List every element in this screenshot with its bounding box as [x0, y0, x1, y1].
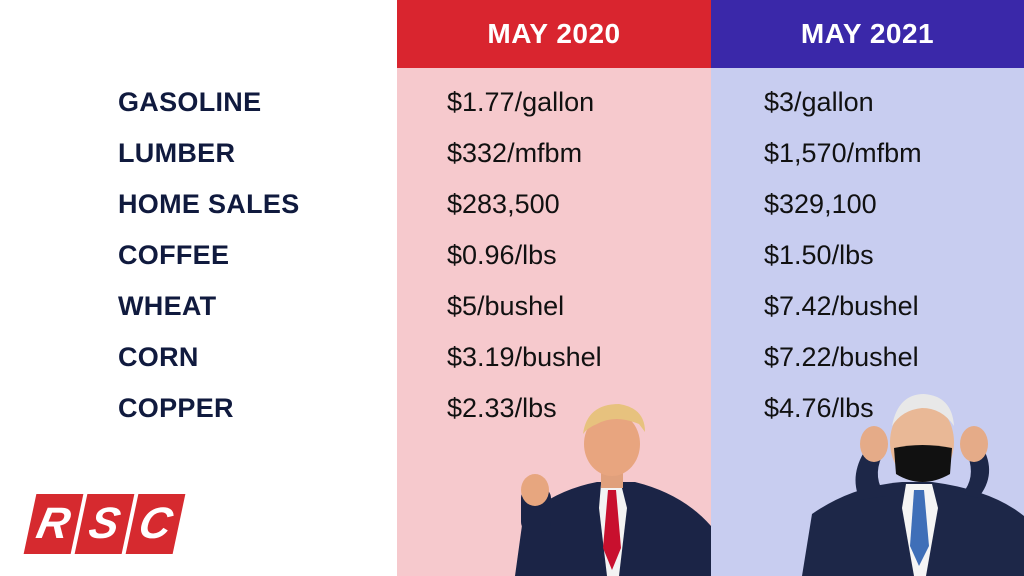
row-label: CORN	[118, 342, 199, 372]
may-2020-value: $283,500	[447, 189, 560, 219]
table-row: LUMBER $332/mfbm $1,570/mfbm	[0, 131, 1024, 175]
logo-letter-r: R	[23, 494, 84, 554]
table-row: GASOLINE $1.77/gallon $3/gallon	[0, 80, 1024, 124]
table-row: CORN $3.19/bushel $7.22/bushel	[0, 335, 1024, 379]
may-2021-value: $329,100	[764, 189, 877, 219]
logo-letter-s: S	[74, 494, 135, 554]
may-2020-value: $0.96/lbs	[447, 240, 557, 270]
row-label: COPPER	[118, 393, 234, 423]
politician-photo-right	[802, 394, 1024, 576]
politician-photo-left	[515, 404, 711, 576]
may-2020-value: $5/bushel	[447, 291, 565, 321]
may-2021-value: $1,570/mfbm	[764, 138, 922, 168]
may-2020-column	[397, 0, 711, 576]
table-row: COFFEE $0.96/lbs $1.50/lbs	[0, 233, 1024, 277]
may-2020-value: $3.19/bushel	[447, 342, 602, 372]
table-row: HOME SALES $283,500 $329,100	[0, 182, 1024, 226]
may-2020-value: $332/mfbm	[447, 138, 583, 168]
table-row: WHEAT $5/bushel $7.42/bushel	[0, 284, 1024, 328]
may-2021-value: $3/gallon	[764, 87, 874, 117]
may-2021-value: $7.42/bushel	[764, 291, 919, 321]
may-2021-value: $4.76/lbs	[764, 393, 874, 423]
row-label: COFFEE	[118, 240, 230, 270]
row-label: GASOLINE	[118, 87, 262, 117]
row-label: LUMBER	[118, 138, 236, 168]
row-label: HOME SALES	[118, 189, 300, 219]
may-2021-header: MAY 2021	[711, 0, 1024, 68]
row-label: WHEAT	[118, 291, 217, 321]
logo-letter-c: C	[125, 494, 186, 554]
may-2020-value: $1.77/gallon	[447, 87, 595, 117]
may-2020-header: MAY 2020	[397, 0, 711, 68]
may-2021-value: $1.50/lbs	[764, 240, 874, 270]
may-2021-value: $7.22/bushel	[764, 342, 919, 372]
may-2020-value: $2.33/lbs	[447, 393, 557, 423]
rsc-logo: R S C	[23, 494, 186, 554]
table-row: COPPER $2.33/lbs $4.76/lbs	[0, 386, 1024, 430]
